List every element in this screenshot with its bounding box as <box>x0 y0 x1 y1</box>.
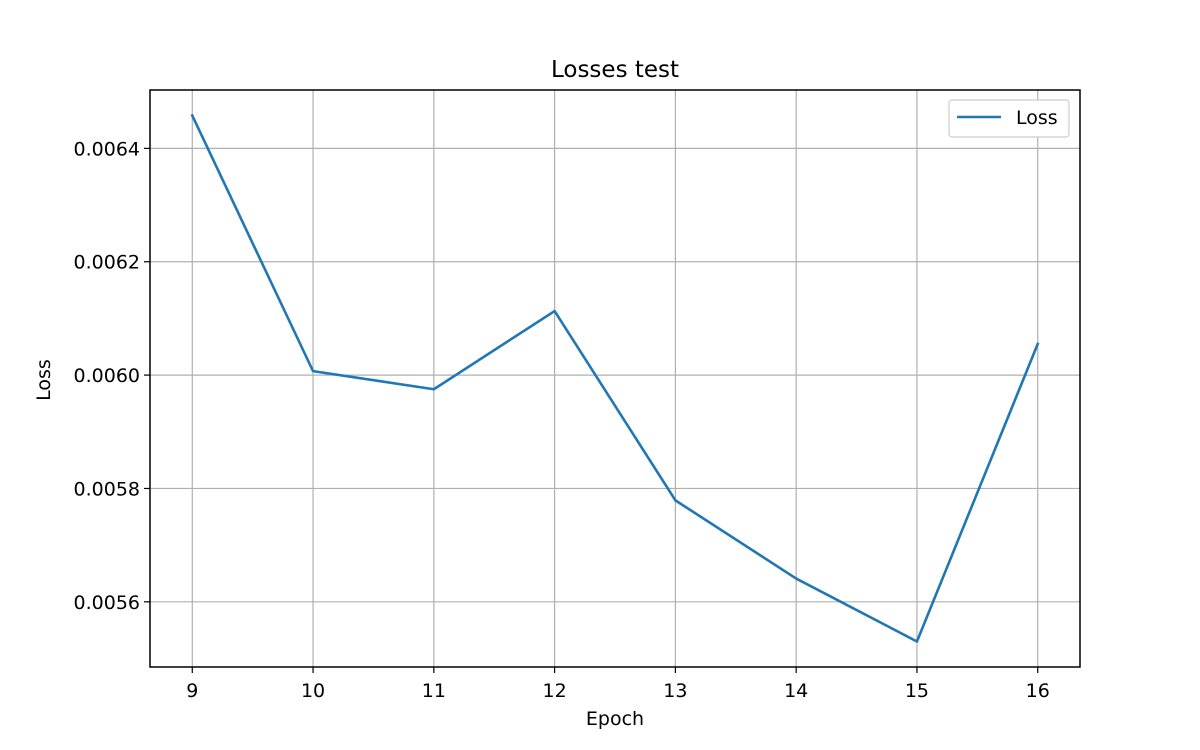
x-tick-label: 14 <box>784 680 808 702</box>
x-tick-label: 16 <box>1026 680 1050 702</box>
y-tick-label: 0.0056 <box>74 592 140 614</box>
plot-frame <box>149 89 1081 668</box>
x-axis-title: Epoch <box>586 708 644 730</box>
y-tick-label: 0.0064 <box>74 138 140 160</box>
x-tick-label: 9 <box>186 680 198 702</box>
x-tick-label: 12 <box>543 680 567 702</box>
series-line-loss <box>190 113 1040 643</box>
grid <box>150 90 1080 667</box>
x-tick-label: 13 <box>663 680 687 702</box>
x-tick-label: 10 <box>301 680 325 702</box>
plot-line <box>190 113 1040 643</box>
y-tick-label: 0.0062 <box>74 252 140 274</box>
x-axis: 9 10 11 12 13 14 15 16 <box>186 667 1050 702</box>
chart-title: Losses test <box>551 57 679 83</box>
y-tick-label: 0.0060 <box>74 365 140 387</box>
legend-label: Loss <box>1016 107 1058 129</box>
y-tick-label: 0.0058 <box>74 478 140 500</box>
legend: Loss <box>948 99 1070 138</box>
y-axis-title: Loss <box>33 359 55 401</box>
legend-box <box>948 99 1070 138</box>
x-tick-label: 11 <box>422 680 446 702</box>
y-axis: 0.0056 0.0058 0.0060 0.0062 0.0064 <box>74 138 150 614</box>
x-tick-label: 15 <box>905 680 929 702</box>
